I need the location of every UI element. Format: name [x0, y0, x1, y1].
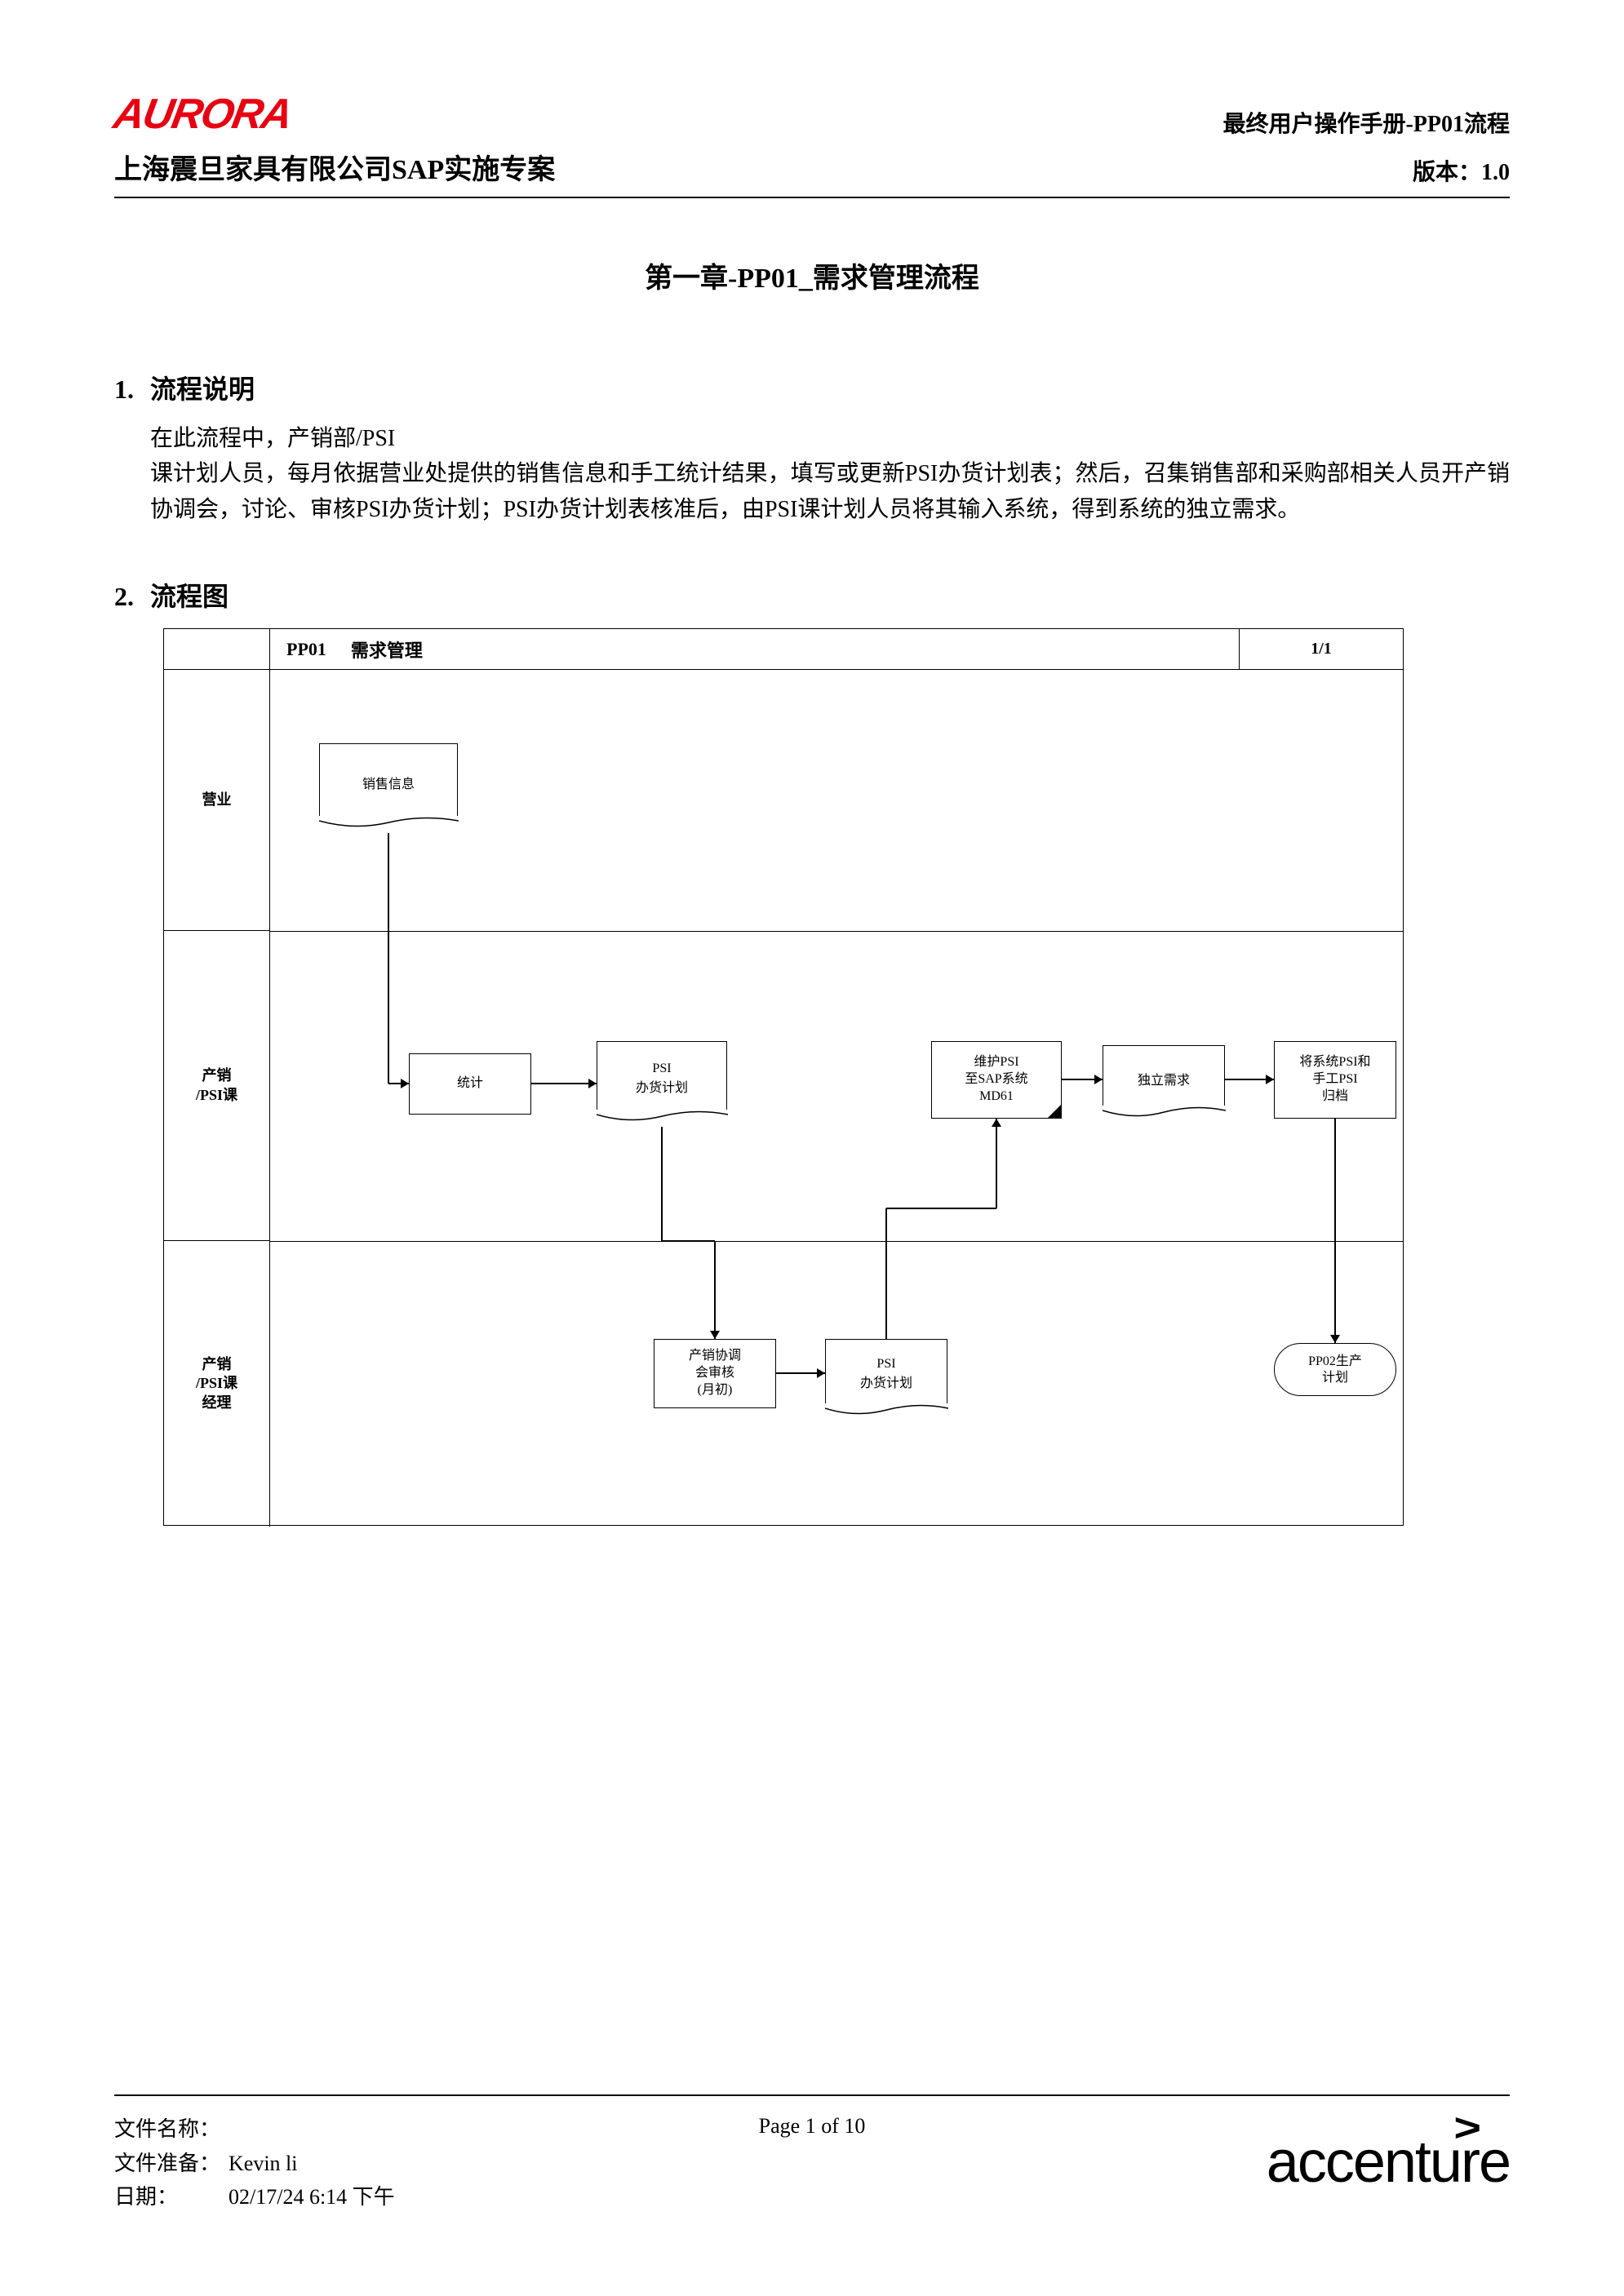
- flowchart-lane-labels: 营业 产销 /PSI课 产销 /PSI课 经理: [164, 670, 270, 1527]
- footer-meta: 文件名称： 文件准备： Kevin li 日期： 02/17/24 6:14 下…: [114, 2112, 395, 2214]
- section-1-line-1: 在此流程中，产销部/PSI: [150, 421, 1510, 456]
- version-prefix: 版本：: [1413, 160, 1481, 185]
- flowchart-arrowhead-2: [710, 1331, 720, 1339]
- section-1-number: 1.: [114, 375, 150, 405]
- lane-label-0: 营业: [164, 670, 269, 931]
- footer-date-label: 日期：: [114, 2180, 229, 2214]
- flowchart-node-n5: 独立需求: [1103, 1045, 1225, 1110]
- header-bottom-row: 上海震旦家具有限公司SAP实施专案 版本：1.0: [114, 147, 1510, 198]
- flowchart-edge-2-seg-1: [662, 1240, 715, 1242]
- section-2-title: 流程图: [150, 582, 229, 611]
- section-1-heading: 1.流程说明: [114, 369, 1510, 406]
- flowchart-edge-0-seg-0: [388, 833, 389, 1084]
- footer-content: 文件名称： 文件准备： Kevin li 日期： 02/17/24 6:14 下…: [114, 2112, 1510, 2214]
- flowchart-canvas: 销售信息 统计 PSI 办货计划 维护PSI 至SAP系统 MD61 独立需求 将系…: [270, 670, 1403, 1527]
- flowchart-arrowhead-5: [1094, 1075, 1103, 1084]
- flowchart-body: 营业 产销 /PSI课 产销 /PSI课 经理 销售信息 统计 PSI 办货计划 …: [164, 670, 1403, 1527]
- flowchart-node-n2: 统计: [409, 1053, 531, 1115]
- lane-divider-2: [270, 1241, 1403, 1242]
- flowchart-node-n9: PP02生产 计划: [1274, 1343, 1396, 1396]
- footer-filename-row: 文件名称：: [114, 2112, 395, 2147]
- flowchart: PP01 需求管理 1/1 营业 产销 /PSI课 产销 /PSI课 经理: [163, 628, 1404, 1526]
- flowchart-header: PP01 需求管理 1/1: [164, 629, 1403, 670]
- doc-title: 最终用户操作手册-PP01流程: [1222, 106, 1510, 139]
- section-2-number: 2.: [114, 582, 150, 612]
- flowchart-arrowhead-7: [1330, 1335, 1340, 1343]
- page-footer: 文件名称： 文件准备： Kevin li 日期： 02/17/24 6:14 下…: [114, 2094, 1510, 2214]
- page-number: Page 1 of 10: [759, 2114, 866, 2139]
- section-1-title: 流程说明: [150, 375, 255, 404]
- flowchart-edge-2-seg-0: [661, 1127, 663, 1241]
- flowchart-edge-2-seg-2: [714, 1241, 716, 1339]
- flowchart-edge-4-seg-0: [885, 1208, 887, 1339]
- flowchart-code: PP01: [286, 639, 326, 660]
- section-1-body: 在此流程中，产销部/PSI 课计划人员，每月依据营业处提供的销售信息和手工统计结…: [114, 421, 1510, 527]
- footer-date-row: 日期： 02/17/24 6:14 下午: [114, 2180, 395, 2214]
- flowchart-node-n8: PSI 办货计划: [825, 1339, 947, 1408]
- lane-label-1: 产销 /PSI课: [164, 931, 269, 1241]
- flowchart-arrowhead-3: [817, 1368, 825, 1378]
- document-page: AURORA 最终用户操作手册-PP01流程 上海震旦家具有限公司SAP实施专案…: [0, 0, 1624, 2296]
- flowchart-node-n6: 将系统PSI和 手工PSI 归档: [1274, 1041, 1396, 1119]
- flowchart-edge-4-seg-2: [996, 1119, 997, 1208]
- flowchart-node-n7: 产销协调 会审核 (月初): [654, 1339, 776, 1408]
- flowchart-page-cell: 1/1: [1240, 629, 1403, 669]
- flowchart-edge-4-seg-1: [886, 1208, 996, 1209]
- version-value: 1.0: [1481, 160, 1510, 185]
- accenture-logo: > accenture: [1267, 2112, 1510, 2196]
- flowchart-container: PP01 需求管理 1/1 营业 产销 /PSI课 产销 /PSI课 经理: [114, 628, 1510, 1526]
- footer-prepared-row: 文件准备： Kevin li: [114, 2147, 395, 2181]
- flowchart-node-n3: PSI 办货计划: [597, 1041, 727, 1115]
- flowchart-node-n1: 销售信息: [319, 743, 458, 821]
- section-2: 2.流程图 PP01 需求管理 1/1 营业 产销 /PSI课: [114, 576, 1510, 1526]
- company-name: 上海震旦家具有限公司SAP实施专案: [114, 147, 555, 187]
- flowchart-title-cell: PP01 需求管理: [270, 629, 1240, 669]
- footer-prepared-label: 文件准备：: [114, 2147, 229, 2181]
- section-2-heading: 2.流程图: [114, 576, 1510, 614]
- flowchart-arrowhead-0: [401, 1079, 409, 1088]
- flowchart-header-lane-cell: [164, 629, 270, 669]
- lane-label-2: 产销 /PSI课 经理: [164, 1241, 269, 1527]
- section-1-line-2: 课计划人员，每月依据营业处提供的销售信息和手工统计结果，填写或更新PSI办货计划…: [150, 456, 1510, 527]
- flowchart-title-suffix: 需求管理: [351, 636, 423, 663]
- flowchart-node-n4: 维护PSI 至SAP系统 MD61: [931, 1041, 1062, 1119]
- version-label: 版本：1.0: [1413, 154, 1510, 187]
- footer-date-value: 02/17/24 6:14 下午: [229, 2180, 395, 2214]
- aurora-logo: AURORA: [110, 90, 295, 139]
- flowchart-edge-1-seg-0: [531, 1083, 597, 1084]
- flowchart-arrowhead-6: [1266, 1075, 1274, 1084]
- footer-prepared-value: Kevin li: [229, 2147, 298, 2181]
- accenture-symbol: >: [1453, 2106, 1479, 2151]
- section-1: 1.流程说明 在此流程中，产销部/PSI 课计划人员，每月依据营业处提供的销售信…: [114, 369, 1510, 527]
- lane-divider-1: [270, 931, 1403, 932]
- footer-divider: [114, 2094, 1510, 2096]
- header-top-row: AURORA 最终用户操作手册-PP01流程: [114, 90, 1510, 139]
- footer-filename-label: 文件名称：: [114, 2112, 229, 2147]
- flowchart-arrowhead-4: [992, 1119, 1001, 1127]
- chapter-title: 第一章-PP01_需求管理流程: [114, 255, 1510, 295]
- flowchart-edge-7-seg-0: [1334, 1119, 1336, 1343]
- flowchart-arrowhead-1: [588, 1079, 597, 1088]
